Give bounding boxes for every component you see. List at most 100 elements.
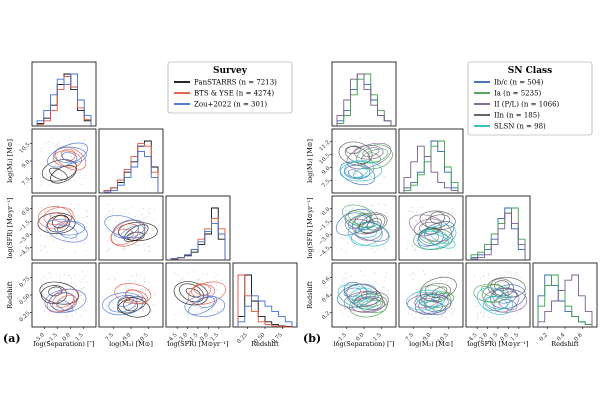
scatter-point xyxy=(415,220,417,222)
contour-line xyxy=(56,300,74,312)
legend-entry: Ia (n = 5235) xyxy=(494,90,542,98)
scatter-point xyxy=(150,234,152,236)
scatter-point xyxy=(137,243,139,245)
scatter-point xyxy=(56,287,58,289)
contours-1 xyxy=(110,220,146,247)
scatter-point xyxy=(502,316,504,318)
x-tick-label: 0.2 xyxy=(539,332,549,342)
scatter-point xyxy=(85,250,87,252)
scatter-point xyxy=(350,155,353,157)
scatter-point xyxy=(145,289,147,291)
scatter-point xyxy=(82,270,84,273)
scatter-point xyxy=(520,303,522,305)
scatter-point xyxy=(503,275,506,277)
panel-r1-c0: 7.5 9.010.511.2 log(M₂) [M⊙] xyxy=(306,128,397,194)
scatter-point xyxy=(108,248,110,250)
scatter-point xyxy=(454,308,456,311)
scatter-point xyxy=(340,284,343,286)
scatter-point xyxy=(128,212,130,214)
scatter-point xyxy=(82,144,84,146)
scatter-point xyxy=(108,211,110,213)
contours-4 xyxy=(347,222,390,247)
scatter-point xyxy=(114,235,116,238)
scatter-point xyxy=(201,305,203,308)
contour-line xyxy=(431,286,448,298)
scatter-point xyxy=(422,270,425,272)
scatter-point xyxy=(66,212,68,214)
scatter-point xyxy=(421,317,423,320)
hist-zou-2022 xyxy=(237,295,293,327)
scatter-point xyxy=(345,308,347,310)
contour-line xyxy=(124,289,149,305)
scatter-point xyxy=(435,280,437,282)
contours-2 xyxy=(44,288,87,314)
contours-1 xyxy=(114,283,152,305)
scatter-point xyxy=(65,315,67,317)
scatter-point xyxy=(375,280,377,282)
scatter-point xyxy=(412,278,414,280)
scatter-point xyxy=(435,235,437,238)
contour-line xyxy=(354,213,371,225)
scatter-point xyxy=(204,298,206,300)
scatter-point xyxy=(370,248,372,250)
contours-4 xyxy=(337,284,378,310)
contour-line xyxy=(338,141,373,166)
scatter-point xyxy=(365,235,367,238)
scatter-point xyxy=(479,277,481,279)
scatter-point xyxy=(70,170,72,172)
scatter-point xyxy=(127,288,129,290)
scatter-point xyxy=(387,293,389,295)
scatter-point xyxy=(127,226,129,228)
scatter-point xyxy=(201,309,203,311)
scatter-point xyxy=(73,208,76,210)
scatter-point xyxy=(206,273,208,275)
scatter-point xyxy=(144,281,146,283)
scatter-point xyxy=(451,299,453,302)
scatter-point xyxy=(70,277,72,279)
scatter-point xyxy=(432,214,434,216)
scatter-point xyxy=(83,177,85,179)
scatter-point xyxy=(516,312,519,314)
scatter-point xyxy=(345,208,347,210)
scatter-point xyxy=(386,297,388,299)
scatter-point xyxy=(383,286,385,288)
scatter-point xyxy=(50,276,52,279)
scatter-point xyxy=(69,203,72,205)
scatter-point xyxy=(488,273,490,275)
scatter-point xyxy=(387,215,389,217)
scatter-point xyxy=(494,312,497,314)
scatter-point xyxy=(445,317,447,319)
scatter-point xyxy=(107,204,110,206)
contours-4 xyxy=(405,289,446,311)
scatter-point xyxy=(424,285,426,287)
scatter-point xyxy=(144,292,147,294)
scatter-point xyxy=(72,282,75,284)
scatter-point xyxy=(40,207,43,209)
scatter-point xyxy=(353,245,356,247)
scatter-point xyxy=(375,236,377,238)
scatter-point xyxy=(347,293,349,295)
scatter-point xyxy=(133,308,136,310)
scatter-point xyxy=(147,245,150,247)
legend-entry: Ib/c (n = 504) xyxy=(494,79,544,87)
scatter-point xyxy=(182,277,185,279)
scatter-point xyxy=(50,214,52,217)
scatter-point xyxy=(81,288,83,290)
scatter-point xyxy=(350,275,352,277)
contour-line xyxy=(344,212,374,230)
scatter-point xyxy=(440,275,442,277)
scatter-point xyxy=(200,307,202,309)
scatter-point xyxy=(86,210,88,213)
contour-line xyxy=(483,288,528,313)
scatter-point xyxy=(117,289,119,291)
scatter-point xyxy=(490,298,492,300)
y-tick-label: 0.75 xyxy=(19,276,32,289)
scatter-point xyxy=(131,287,133,289)
scatter-point xyxy=(500,274,502,276)
scatter-point xyxy=(131,224,133,226)
scatter-point xyxy=(450,312,452,315)
scatter-point xyxy=(125,286,127,288)
contour-line xyxy=(420,284,452,311)
contour-line xyxy=(52,292,75,313)
